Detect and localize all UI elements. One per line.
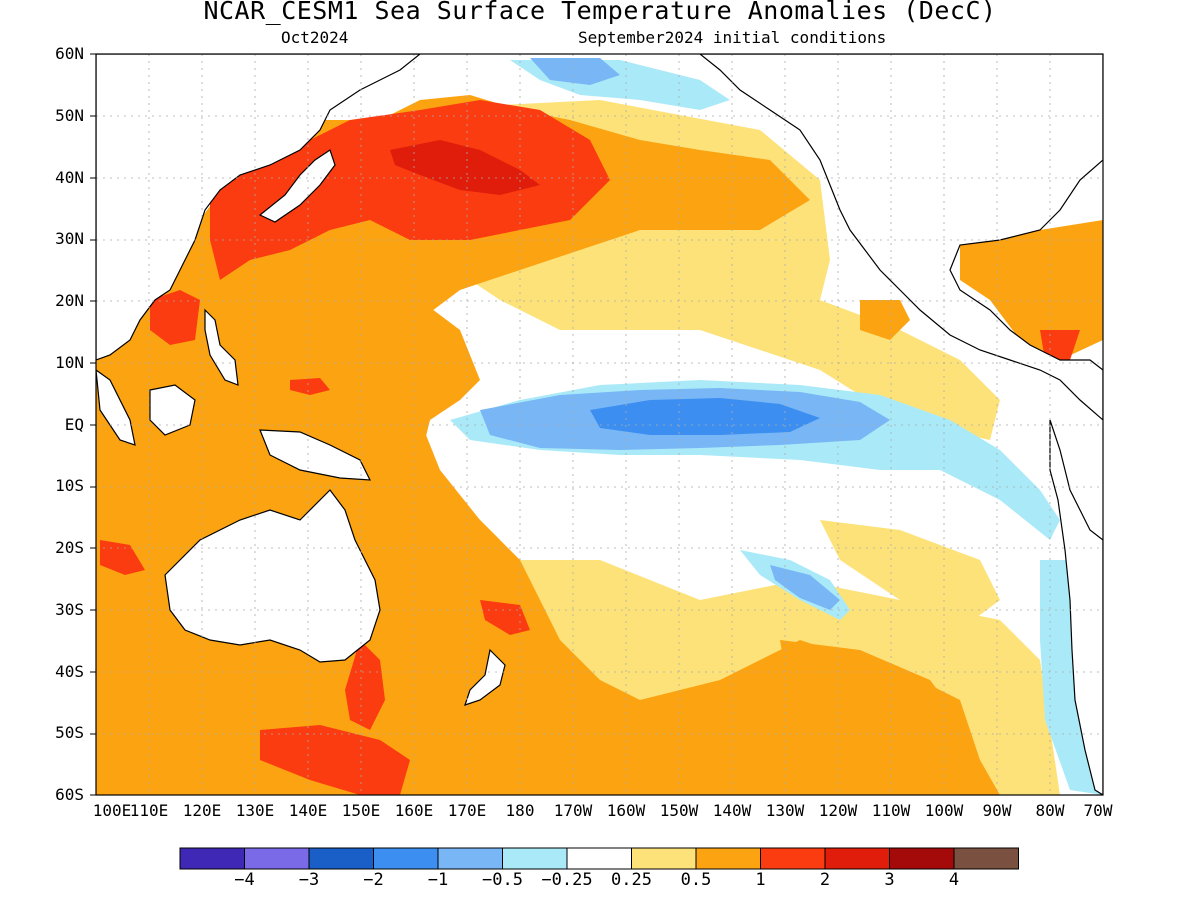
lon-label: 170E [447, 801, 487, 820]
colorbar-swatch [695, 847, 761, 870]
colorbar-label: 4 [948, 870, 960, 890]
colorbar-label: 1 [755, 870, 766, 890]
colorbar-label: 2 [819, 870, 831, 890]
colorbar-label: 3 [884, 870, 895, 890]
land-sumatra [96, 369, 136, 446]
land-new-guinea [259, 429, 372, 481]
anomaly-region-red-gulf [1040, 330, 1080, 360]
colorbar-swatch [244, 847, 310, 870]
colorbar-swatch [889, 847, 955, 870]
anomaly-region-red-dot [290, 378, 330, 395]
lon-label: 110E [129, 801, 169, 820]
anomaly-region-blue-north [530, 58, 620, 85]
colorbar-swatch [824, 847, 890, 870]
colorbar-swatch [631, 847, 697, 870]
lon-label: 150W [659, 801, 699, 820]
anomaly-region-red-coral [480, 600, 530, 635]
anomaly-region-blue-south [770, 565, 840, 610]
lon-label: 130W [765, 801, 805, 820]
lat-label: 60S [55, 785, 84, 804]
land-philippines [204, 308, 239, 386]
lon-label: 80W [1035, 801, 1065, 820]
lon-label: 100W [924, 801, 964, 820]
colorbar-swatch [308, 847, 374, 870]
lat-label: 50S [55, 723, 84, 743]
colorbar-label: −1 [427, 870, 449, 890]
lat-label: 50N [55, 105, 84, 125]
lat-label: 30N [55, 229, 84, 249]
graticule [96, 54, 1103, 795]
anomaly-region-orange-south-blob [780, 640, 960, 770]
lon-label: 70W [1083, 801, 1113, 820]
land-new-zealand [464, 648, 506, 706]
anomaly-region-darker-blue [590, 398, 820, 435]
lon-label: 150E [341, 801, 381, 820]
anomaly-region-orange-east [960, 220, 1103, 360]
land-asia-coast [96, 54, 421, 361]
lon-label: 160E [394, 801, 434, 820]
lon-label: 140W [712, 801, 752, 820]
lon-label: 110W [871, 801, 911, 820]
initial-conditions: September2024 initial conditions [578, 28, 887, 47]
colorbar-swatch [566, 847, 632, 870]
lon-label: 130E [235, 801, 275, 820]
colorbar-swatch [179, 847, 245, 870]
forecast-month: Oct2024 [281, 28, 349, 47]
lat-label: 40S [55, 661, 84, 681]
lon-label: 180 [505, 801, 535, 820]
map-title: NCAR_CESM1 Sea Surface Temperature Anoma… [203, 0, 997, 25]
land-north-america [699, 54, 1103, 421]
colorbar-swatch [953, 847, 1019, 870]
anomaly-region-red-tasman [345, 640, 385, 730]
anomaly-region-deep-red-core [390, 140, 540, 195]
colorbar-label: −0.25 [541, 870, 593, 890]
colorbar-swatch [373, 847, 439, 870]
anomaly-region-red-indian [100, 540, 145, 575]
lon-label: 120W [818, 801, 858, 820]
lat-label: EQ [64, 414, 84, 434]
anomaly-region-light-yellow-sw [820, 520, 1000, 630]
colorbar-label: 0.5 [680, 870, 712, 890]
anomaly-region-red-philippine [150, 290, 200, 345]
lat-label: 40N [55, 167, 84, 187]
colorbar-swatch [502, 847, 568, 870]
land-borneo [149, 384, 196, 436]
lat-label: 30S [55, 599, 84, 619]
colorbar-label: −3 [298, 870, 320, 890]
anomaly-region-orange-12n [860, 300, 910, 340]
lat-label: 10N [55, 352, 84, 372]
lon-label: 140E [288, 801, 328, 820]
colorbar-swatch [437, 847, 503, 870]
lon-label: 170W [553, 801, 593, 820]
lon-label: 90W [982, 801, 1012, 820]
lat-label: 20S [55, 538, 84, 557]
land-australia [164, 489, 381, 663]
colorbar-label: −4 [234, 870, 255, 890]
land-japan [258, 149, 336, 223]
anomaly-region-red-kuroshio [210, 100, 610, 280]
lat-label: 60N [55, 44, 84, 63]
anomaly-region-red-south [260, 725, 410, 795]
colorbar-label: −2 [363, 870, 384, 890]
lat-label: 10S [55, 476, 84, 496]
lon-label: 160W [606, 801, 646, 820]
lon-label: 120E [182, 801, 222, 820]
colorbar-label: 0.25 [611, 870, 652, 890]
colorbar-swatch [760, 847, 826, 870]
lat-label: 20N [55, 291, 84, 310]
land-south-america [1049, 419, 1103, 795]
lon-label: 100E [92, 801, 132, 820]
colorbar-label: −0.5 [482, 870, 523, 890]
